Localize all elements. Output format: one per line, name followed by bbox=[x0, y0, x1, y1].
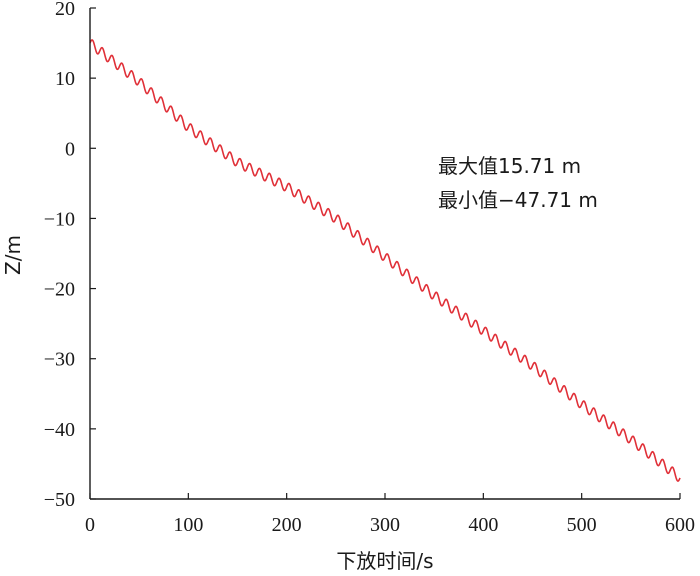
y-ticks: 20 10 0 −10 −20 −30 −40 −50 bbox=[44, 0, 96, 511]
y-axis-label: Z/m bbox=[1, 235, 25, 275]
x-tick-label: 300 bbox=[370, 514, 400, 536]
y-tick-label: 10 bbox=[55, 68, 75, 90]
x-tick-label: 100 bbox=[173, 514, 203, 536]
y-tick-label: −30 bbox=[44, 349, 75, 371]
axes bbox=[89, 8, 680, 500]
y-tick-label: −10 bbox=[44, 208, 75, 230]
y-tick-label: −20 bbox=[44, 279, 75, 301]
x-tick-label: 200 bbox=[272, 514, 302, 536]
y-tick-label: −40 bbox=[44, 419, 75, 441]
y-tick-label: −50 bbox=[44, 489, 75, 511]
x-tick-label: 400 bbox=[468, 514, 498, 536]
x-ticks: 0 100 200 300 400 500 600 bbox=[85, 493, 695, 536]
y-tick-label: 20 bbox=[55, 0, 75, 20]
plot-area bbox=[89, 39, 681, 482]
x-tick-label: 500 bbox=[567, 514, 597, 536]
y-tick-label: 0 bbox=[65, 138, 75, 160]
series-line-z bbox=[89, 39, 681, 482]
annotation-min-value: 最小值−47.71 m bbox=[438, 188, 598, 212]
annotation-max-value: 最大值15.71 m bbox=[438, 154, 581, 178]
x-axis-label: 下放时间/s bbox=[336, 549, 433, 573]
x-tick-label: 600 bbox=[665, 514, 695, 536]
x-tick-label: 0 bbox=[85, 514, 95, 536]
